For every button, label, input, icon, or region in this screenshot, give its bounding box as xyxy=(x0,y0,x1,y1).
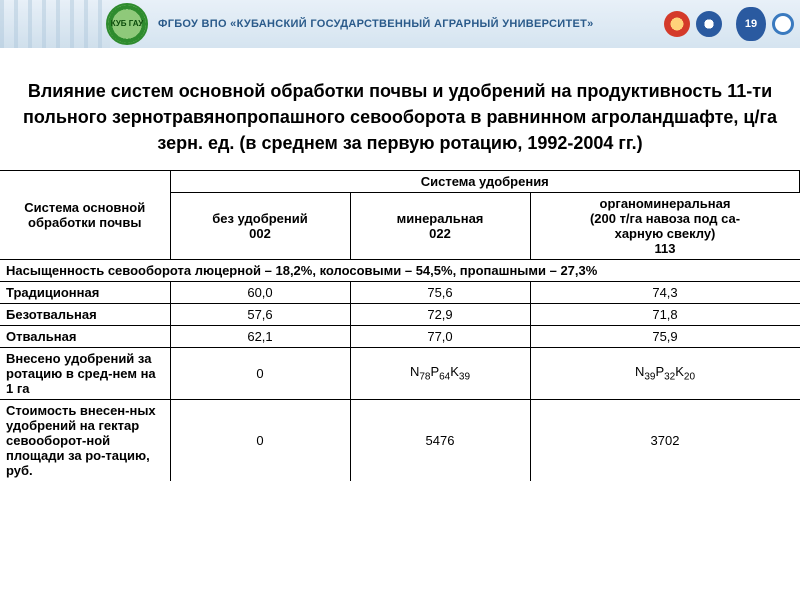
saturation-row: Насыщенность севооборота люцерной – 18,2… xyxy=(0,260,800,282)
super-header: Система удобрения xyxy=(170,171,800,193)
sub-p: 32 xyxy=(664,372,675,383)
header-bar: КУБ ГАУ ФГБОУ ВПО «КУБАНСКИЙ ГОСУДАРСТВЕ… xyxy=(0,0,800,48)
sub-k: 39 xyxy=(459,372,470,383)
org-name: ФГБОУ ВПО «КУБАНСКИЙ ГОСУДАРСТВЕННЫЙ АГР… xyxy=(158,18,594,30)
col-header-2: минеральная 022 xyxy=(350,193,530,260)
col3-l2: (200 т/га навоза под са- xyxy=(590,211,740,226)
badge-award-icon xyxy=(664,11,690,37)
cost-row: Стоимость внесен-ных удобрений на гектар… xyxy=(0,400,800,482)
cell: 75,6 xyxy=(350,282,530,304)
col3-l3: харную свеклу) xyxy=(615,226,716,241)
sub-p: 64 xyxy=(439,372,450,383)
corner-header: Система основной обработки почвы xyxy=(0,171,170,260)
col1-l1: без удобрений xyxy=(212,211,307,226)
badge-cert-icon xyxy=(696,11,722,37)
header-badges: 19 xyxy=(664,7,794,41)
title-area: Влияние систем основной обработки почвы … xyxy=(0,48,800,170)
sub-k: 20 xyxy=(684,372,695,383)
table-row: Отвальная 62,1 77,0 75,9 xyxy=(0,326,800,348)
row-label: Традиционная xyxy=(0,282,170,304)
cell: 77,0 xyxy=(350,326,530,348)
col-header-1: без удобрений 002 xyxy=(170,193,350,260)
cell: 72,9 xyxy=(350,304,530,326)
col-header-3: органоминеральная (200 т/га навоза под с… xyxy=(530,193,800,260)
cell: 57,6 xyxy=(170,304,350,326)
page-number: 19 xyxy=(745,18,757,30)
col2-l1: минеральная xyxy=(397,211,484,226)
cell: 74,3 xyxy=(530,282,800,304)
sub-n: 39 xyxy=(644,372,655,383)
university-logo: КУБ ГАУ xyxy=(106,3,148,45)
page-number-badge: 19 xyxy=(736,7,766,41)
cell-formula-2: N39P32K20 xyxy=(530,348,800,400)
cell: 71,8 xyxy=(530,304,800,326)
cell: 62,1 xyxy=(170,326,350,348)
col1-l2: 002 xyxy=(249,226,271,241)
cell: 60,0 xyxy=(170,282,350,304)
sub-n: 78 xyxy=(419,372,430,383)
cell: 0 xyxy=(170,348,350,400)
header-decor-building xyxy=(0,0,110,48)
fertilizer-row: Внесено удобрений за ротацию в сред-нем … xyxy=(0,348,800,400)
cell: 0 xyxy=(170,400,350,482)
data-table: Система основной обработки почвы Система… xyxy=(0,170,800,481)
table-row: Традиционная 60,0 75,6 74,3 xyxy=(0,282,800,304)
cell: 3702 xyxy=(530,400,800,482)
table-row: Безотвальная 57,6 72,9 71,8 xyxy=(0,304,800,326)
saturation-text: Насыщенность севооборота люцерной – 18,2… xyxy=(0,260,800,282)
logo-text: КУБ ГАУ xyxy=(111,20,144,28)
col2-l2: 022 xyxy=(429,226,451,241)
col3-l4: 113 xyxy=(655,241,676,256)
badge-ring-icon xyxy=(772,13,794,35)
row-label: Безотвальная xyxy=(0,304,170,326)
page-title: Влияние систем основной обработки почвы … xyxy=(18,78,782,156)
row-label: Внесено удобрений за ротацию в сред-нем … xyxy=(0,348,170,400)
row-label: Стоимость внесен-ных удобрений на гектар… xyxy=(0,400,170,482)
cell: 75,9 xyxy=(530,326,800,348)
col3-l1: органоминеральная xyxy=(600,196,731,211)
row-label: Отвальная xyxy=(0,326,170,348)
cell-formula-1: N78P64K39 xyxy=(350,348,530,400)
cell: 5476 xyxy=(350,400,530,482)
